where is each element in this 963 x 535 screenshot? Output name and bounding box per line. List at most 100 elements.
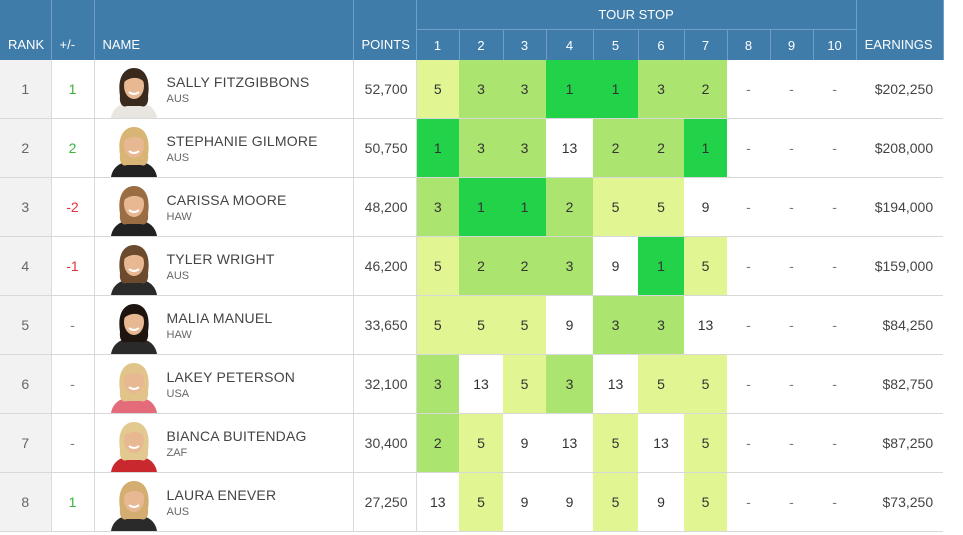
- name-cell[interactable]: CARISSA MOORE HAW: [94, 177, 354, 237]
- name-cell[interactable]: SALLY FITZGIBBONS AUS: [94, 60, 354, 119]
- rank-cell: 1: [0, 60, 52, 119]
- name-cell[interactable]: BIANCA BUITENDAG ZAF: [94, 413, 354, 473]
- tour-stop-8-header[interactable]: 8: [727, 29, 771, 60]
- rank-header[interactable]: RANK: [0, 0, 52, 60]
- table-row[interactable]: 2 2 STEPHANIE GILMORE AUS 50,750 1 3 3 13 2 2 1- - - $…: [0, 118, 944, 178]
- surfer-name[interactable]: LAURA ENEVER: [166, 486, 277, 503]
- surfer-name[interactable]: CARISSA MOORE: [166, 191, 287, 208]
- tour-stop-7-header[interactable]: 7: [684, 29, 728, 60]
- change-cell: 2: [51, 118, 95, 178]
- change-header[interactable]: +/-: [51, 0, 95, 60]
- stop-1-result: 3: [416, 354, 459, 414]
- rank-cell: 4: [0, 236, 52, 296]
- stop-9-result: -: [770, 295, 813, 355]
- table-row[interactable]: 6- LAKEY PETERSON USA 32,100 3 13 5 3 13 5 5- - - $82…: [0, 354, 944, 414]
- tour-stop-5-header[interactable]: 5: [593, 29, 639, 60]
- surfer-name[interactable]: MALIA MANUEL: [166, 309, 273, 326]
- tour-stop-6-header[interactable]: 6: [638, 29, 685, 60]
- stop-3-result: 9: [503, 413, 546, 473]
- country-code: AUS: [166, 505, 190, 518]
- tour-stop-1-header[interactable]: 1: [416, 29, 460, 60]
- surfer-name[interactable]: TYLER WRIGHT: [166, 250, 275, 267]
- stop-2-result: 3: [459, 118, 503, 178]
- stop-9-result: -: [770, 354, 813, 414]
- stop-1-result: 2: [416, 413, 459, 473]
- earnings-cell: $82,750: [856, 354, 944, 414]
- stop-7-result: 9: [684, 177, 727, 237]
- stop-3-result: 9: [503, 472, 546, 532]
- table-row[interactable]: 4 -1 TYLER WRIGHT AUS 46,200 5 2 2 3 9 1 5- - - $159,0…: [0, 236, 944, 296]
- points-cell: 48,200: [353, 177, 417, 237]
- points-cell: 46,200: [353, 236, 417, 296]
- name-cell[interactable]: STEPHANIE GILMORE AUS: [94, 118, 354, 178]
- table-row[interactable]: 3 -2 CARISSA MOORE HAW 48,200 3 1 1 2 5 5 9- - - $194,…: [0, 177, 944, 237]
- name-header[interactable]: NAME: [94, 0, 354, 60]
- country-code: HAW: [166, 328, 192, 341]
- tour-stop-10-header[interactable]: 10: [813, 29, 857, 60]
- surfer-name[interactable]: BIANCA BUITENDAG: [166, 427, 307, 444]
- country-code: AUS: [166, 269, 190, 282]
- avatar: [105, 420, 163, 472]
- table-row[interactable]: 7- BIANCA BUITENDAG ZAF 30,400 2 5 9 13 5 13 5- - - $…: [0, 413, 944, 473]
- country-code: USA: [166, 387, 190, 400]
- stop-10-result: -: [813, 413, 857, 473]
- table-row[interactable]: 5- MALIA MANUEL HAW 33,650 5 5 5 9 3 3 13- - - $84,25…: [0, 295, 944, 355]
- points-cell: 27,250: [353, 472, 417, 532]
- points-header[interactable]: POINTS: [353, 0, 417, 60]
- stop-1-result: 5: [416, 60, 459, 119]
- stop-4-result: 13: [546, 413, 593, 473]
- rank-cell: 6: [0, 354, 52, 414]
- surfer-name[interactable]: STEPHANIE GILMORE: [166, 132, 318, 149]
- avatar: [105, 243, 163, 295]
- tour-stop-9-header[interactable]: 9: [770, 29, 814, 60]
- stop-8-result: -: [727, 236, 770, 296]
- tour-stop-header: TOUR STOP: [416, 0, 857, 30]
- stop-7-result: 5: [684, 236, 727, 296]
- earnings-cell: $159,000: [856, 236, 944, 296]
- earnings-cell: $84,250: [856, 295, 944, 355]
- table-row[interactable]: 8 1 LAURA ENEVER AUS 27,250 13 5 9 9 5 9 5- - - $73,25…: [0, 472, 944, 532]
- points-cell: 52,700: [353, 60, 417, 119]
- stop-2-result: 1: [459, 177, 503, 237]
- stop-1-result: 1: [416, 118, 459, 178]
- name-cell[interactable]: LAURA ENEVER AUS: [94, 472, 354, 532]
- change-cell: -: [51, 354, 95, 414]
- earnings-cell: $202,250: [856, 60, 944, 119]
- change-cell: 1: [51, 472, 95, 532]
- stop-1-result: 5: [416, 295, 459, 355]
- earnings-header[interactable]: EARNINGS: [856, 0, 944, 60]
- points-cell: 33,650: [353, 295, 417, 355]
- stop-9-result: -: [770, 60, 813, 119]
- tour-stop-4-header[interactable]: 4: [546, 29, 594, 60]
- surfer-name[interactable]: LAKEY PETERSON: [166, 368, 296, 385]
- name-cell[interactable]: TYLER WRIGHT AUS: [94, 236, 354, 296]
- avatar: [105, 66, 163, 118]
- stop-3-result: 1: [503, 177, 546, 237]
- stop-2-result: 5: [459, 472, 503, 532]
- stop-10-result: -: [813, 60, 857, 119]
- change-cell: -: [51, 413, 95, 473]
- change-cell: -2: [51, 177, 95, 237]
- stop-9-result: -: [770, 177, 813, 237]
- stop-2-result: 3: [459, 60, 503, 119]
- stop-7-result: 5: [684, 413, 727, 473]
- stop-6-result: 9: [638, 472, 684, 532]
- stop-4-result: 9: [546, 472, 593, 532]
- earnings-cell: $73,250: [856, 472, 944, 532]
- table-row[interactable]: 1 1 SALLY FITZGIBBONS AUS 52,700 5 3 3 1 1 3 2- - - $2…: [0, 60, 944, 119]
- stop-6-result: 2: [638, 118, 684, 178]
- tour-stop-2-header[interactable]: 2: [459, 29, 504, 60]
- stop-7-result: 1: [684, 118, 727, 178]
- avatar: [105, 302, 163, 354]
- country-code: ZAF: [166, 446, 188, 459]
- stop-8-result: -: [727, 295, 770, 355]
- tour-stop-3-header[interactable]: 3: [503, 29, 547, 60]
- stop-9-result: -: [770, 118, 813, 178]
- stop-5-result: 5: [593, 177, 638, 237]
- surfer-name[interactable]: SALLY FITZGIBBONS: [166, 73, 310, 90]
- rank-cell: 8: [0, 472, 52, 532]
- name-cell[interactable]: LAKEY PETERSON USA: [94, 354, 354, 414]
- rank-cell: 5: [0, 295, 52, 355]
- country-code: AUS: [166, 92, 190, 105]
- name-cell[interactable]: MALIA MANUEL HAW: [94, 295, 354, 355]
